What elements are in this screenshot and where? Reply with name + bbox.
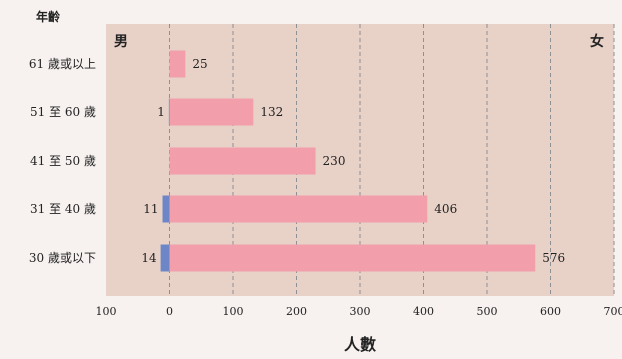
x-tick-label: 100	[96, 305, 117, 318]
data-label-female: 25	[192, 57, 207, 71]
x-axis-title: 人數	[344, 335, 376, 354]
data-label-female: 406	[434, 202, 457, 216]
category-label: 41 至 50 歲	[30, 154, 96, 168]
bar-female	[169, 195, 428, 223]
right-side-label: 女	[590, 33, 604, 50]
category-label: 61 歲或以上	[29, 57, 96, 71]
bar-female	[169, 244, 536, 272]
bar-female	[169, 98, 254, 126]
x-tick-label: 400	[413, 305, 434, 318]
x-tick-label: 200	[286, 305, 307, 318]
x-tick-label: 600	[540, 305, 561, 318]
bar-male	[162, 195, 170, 223]
data-label-female: 230	[323, 154, 346, 168]
data-label-male: 11	[143, 202, 158, 216]
data-label-female: 576	[542, 251, 565, 265]
category-label: 51 至 60 歲	[30, 105, 96, 119]
category-label: 31 至 40 歲	[30, 202, 96, 216]
category-label: 30 歲或以下	[29, 251, 96, 265]
x-tick-label: 300	[350, 305, 371, 318]
bar-male	[160, 244, 170, 272]
bar-female	[169, 147, 316, 175]
bar-female	[169, 50, 186, 78]
left-side-label: 男	[114, 34, 128, 50]
data-label-male: 14	[141, 251, 157, 265]
y-axis-title: 年齡	[36, 9, 60, 24]
x-tick-label: 700	[604, 305, 622, 318]
data-label-female: 132	[260, 105, 283, 119]
data-label-male: 1	[157, 105, 165, 119]
x-tick-label: 500	[477, 305, 498, 318]
x-tick-label: 100	[223, 305, 244, 318]
x-tick-label: 0	[166, 305, 173, 318]
